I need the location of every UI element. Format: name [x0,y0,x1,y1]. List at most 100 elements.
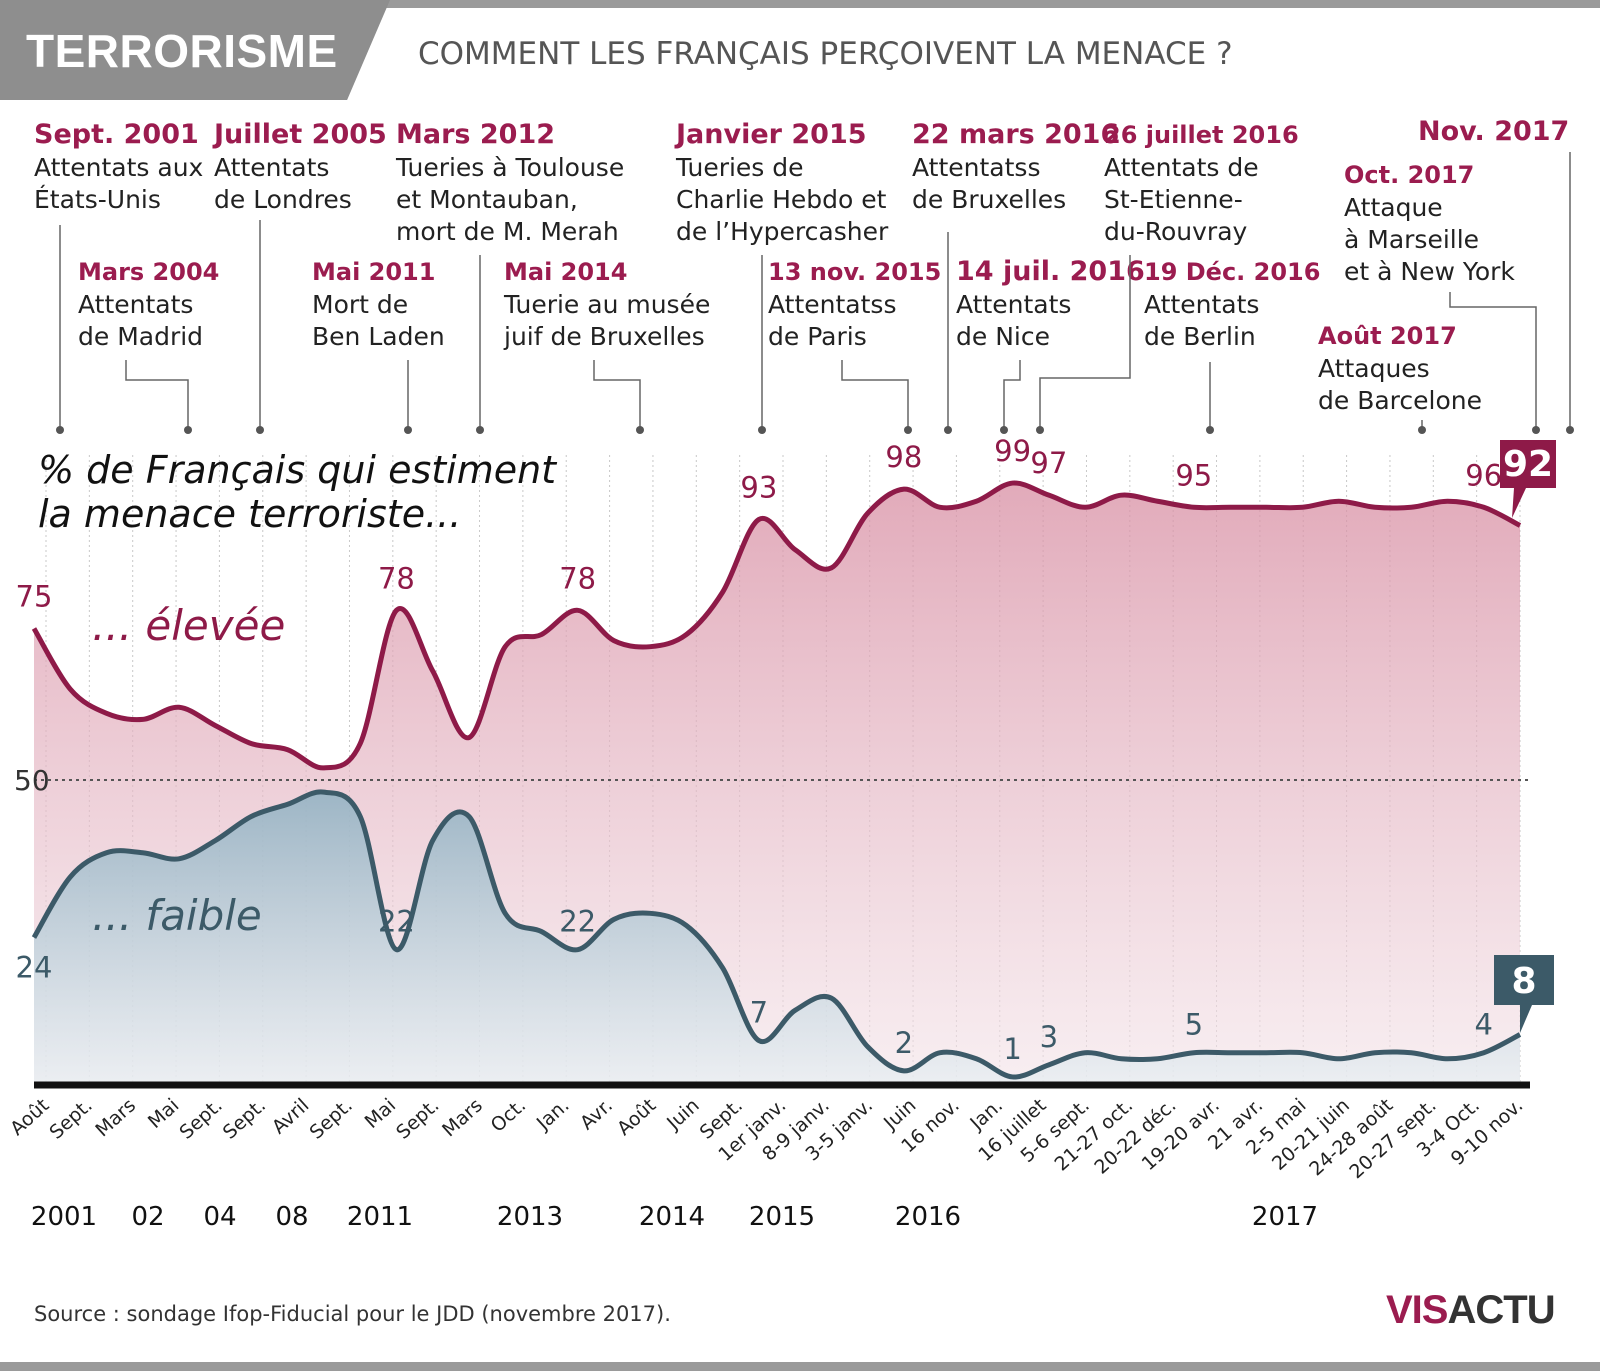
event-description: États-Unis [34,185,161,214]
event-description: Tueries à Toulouse [395,153,624,182]
event-description: Attaques [1318,354,1430,383]
event-description: Tuerie au musée [503,290,710,319]
event-date: Janvier 2015 [674,119,867,150]
series-label-low: ... faible [92,891,262,940]
chart-question: % de Français qui estiment la menace ter… [38,448,556,536]
event-dot [1532,426,1540,434]
final-badge-high-text: 92 [1503,444,1553,485]
event-date: Août 2017 [1318,322,1457,350]
brand-logo: VISACTU [1386,1288,1556,1333]
event-description: de Paris [768,322,867,351]
year-label: 2015 [749,1202,815,1232]
high-value-label: 93 [740,470,777,504]
x-tick-label: Jan. [532,1094,574,1135]
event-description: Charlie Hebdo et [676,185,887,214]
event-connector [841,360,909,430]
event-connector [1449,292,1537,430]
event-description: mort de M. Merah [396,217,619,246]
event-date: Mars 2012 [396,119,555,150]
event-dot [1206,426,1214,434]
source-note: Source : sondage Ifop-Fiducial pour le J… [34,1302,671,1326]
event-description: Attentats de [1104,153,1259,182]
event-date: 14 juil. 2016 [956,256,1145,287]
x-tick-label: Avril [268,1094,314,1138]
page-title: TERRORISME [26,25,338,77]
event-description: de Bruxelles [912,185,1066,214]
event-description: de Londres [214,185,352,214]
high-value-label: 96 [1465,458,1502,492]
x-tick-label: Avr. [576,1094,617,1134]
low-value-label: 1 [1003,1032,1021,1066]
event-date: Oct. 2017 [1344,161,1474,189]
event-dot [904,426,912,434]
event-description: de Barcelone [1318,386,1482,415]
event-description: Attentats [78,290,193,319]
event-description: Attentats [1144,290,1259,319]
x-tick-label: Sept. [219,1094,270,1143]
event-date: Juillet 2005 [212,119,387,150]
x-tick-label: Mars [438,1094,487,1141]
event-dot [256,426,264,434]
year-label: 2013 [497,1202,563,1232]
low-series-line [31,789,1522,1080]
event-description: Tueries de [675,153,804,182]
event-dot [758,426,766,434]
high-value-label: 98 [885,440,922,474]
question-line-2: la menace terroriste... [38,492,462,536]
year-label: 2001 [31,1202,97,1232]
low-value-label: 22 [559,905,596,939]
event-date: 13 nov. 2015 [768,258,941,286]
low-value-label: 7 [750,996,768,1030]
low-series-area [34,791,1520,1083]
event-description: de Madrid [78,322,203,351]
ref-label-50: 50 [14,764,50,797]
event-description: Attentats [214,153,329,182]
event-dot [636,426,644,434]
final-badge-high [1500,440,1556,518]
event-date: Mars 2004 [78,258,219,286]
series-label-high: ... élevée [92,601,285,650]
x-tick-label: Sept. [45,1094,96,1143]
year-label: 04 [203,1202,236,1232]
event-date: 19 Déc. 2016 [1144,258,1320,286]
event-description: Mort de [312,290,408,319]
event-description: de Berlin [1144,322,1256,351]
bottom-rule [0,1362,1600,1371]
event-date: Mai 2011 [312,258,435,286]
event-description: juif de Bruxelles [503,322,705,351]
high-value-label: 78 [378,561,415,595]
high-value-label: 78 [559,561,596,595]
event-date: 26 juillet 2016 [1104,121,1299,149]
x-tick-label: Août [6,1094,53,1140]
top-rule [0,0,1600,8]
high-value-label: 97 [1030,446,1067,480]
event-description: Ben Laden [312,322,445,351]
event-description: St-Etienne- [1104,185,1243,214]
x-tick-label: Sept. [305,1094,356,1143]
x-tick-label: Mars [91,1094,140,1141]
event-description: du-Rouvray [1104,217,1248,246]
event-layer: Sept. 2001 Attentats aux États-Unis Mars 20… [34,116,1574,434]
event-date: Sept. 2001 [34,119,199,150]
high-value-label: 99 [994,434,1031,468]
final-badge-low-text: 8 [1511,961,1536,1002]
low-value-label: 5 [1185,1008,1203,1042]
event-connector [1039,255,1131,430]
year-label: 2011 [347,1202,413,1232]
event-description: Attentats [956,290,1071,319]
x-tick-label: Août [613,1094,660,1140]
event-date: 22 mars 2016 [912,119,1119,150]
question-line-1: % de Français qui estiment [38,448,557,492]
year-label: 2017 [1252,1202,1318,1232]
event-dot [1566,426,1574,434]
event-description: Attentats aux [34,153,203,182]
event-description: et à New York [1344,257,1515,286]
event-connector [593,360,641,430]
subtitle: COMMENT LES FRANÇAIS PERÇOIVENT LA MENAC… [418,36,1233,72]
final-badge-low [1494,955,1554,1033]
year-label: 2014 [639,1202,705,1232]
event-description: et Montauban, [396,185,578,214]
